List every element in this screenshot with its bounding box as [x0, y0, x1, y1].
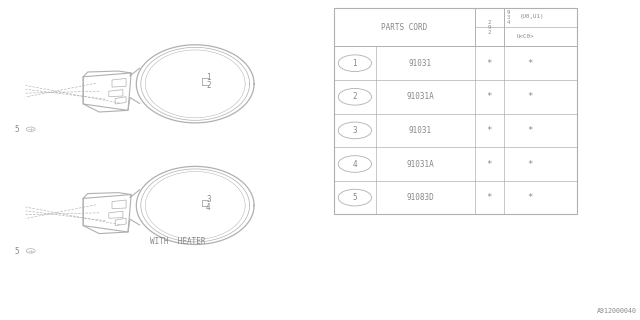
Text: 91083D: 91083D [406, 193, 434, 202]
Text: *: * [486, 92, 492, 101]
Text: *: * [527, 92, 532, 101]
Text: 5: 5 [14, 125, 19, 134]
Text: 4: 4 [206, 203, 211, 212]
Text: PARTS CORD: PARTS CORD [381, 23, 428, 32]
Text: U<C0>: U<C0> [516, 34, 534, 39]
Text: 91031: 91031 [409, 59, 432, 68]
Text: *: * [527, 193, 532, 202]
Text: *: * [486, 159, 492, 169]
Text: 1: 1 [353, 59, 357, 68]
Text: *: * [486, 59, 492, 68]
Text: *: * [527, 159, 532, 169]
Text: 2: 2 [353, 92, 357, 101]
Text: *: * [486, 193, 492, 202]
Text: (U0,U1): (U0,U1) [520, 14, 544, 19]
Text: 91031A: 91031A [406, 159, 434, 169]
Text: 2: 2 [206, 81, 211, 90]
Text: 91031: 91031 [409, 126, 432, 135]
Text: 1: 1 [206, 73, 211, 82]
Text: 5: 5 [14, 247, 19, 256]
Text: 9
3
4: 9 3 4 [507, 10, 510, 25]
Text: 2
9
2: 2 9 2 [488, 20, 491, 35]
Text: *: * [486, 126, 492, 135]
Text: 5: 5 [353, 193, 357, 202]
Text: 4: 4 [353, 159, 357, 169]
Text: WITH  HEATER: WITH HEATER [150, 237, 206, 246]
Text: *: * [527, 126, 532, 135]
Text: 3: 3 [206, 195, 211, 204]
Bar [334, 8, 577, 214]
Text: 3: 3 [353, 126, 357, 135]
Text: A912000040: A912000040 [596, 308, 637, 314]
Text: 91031A: 91031A [406, 92, 434, 101]
Text: *: * [527, 59, 532, 68]
